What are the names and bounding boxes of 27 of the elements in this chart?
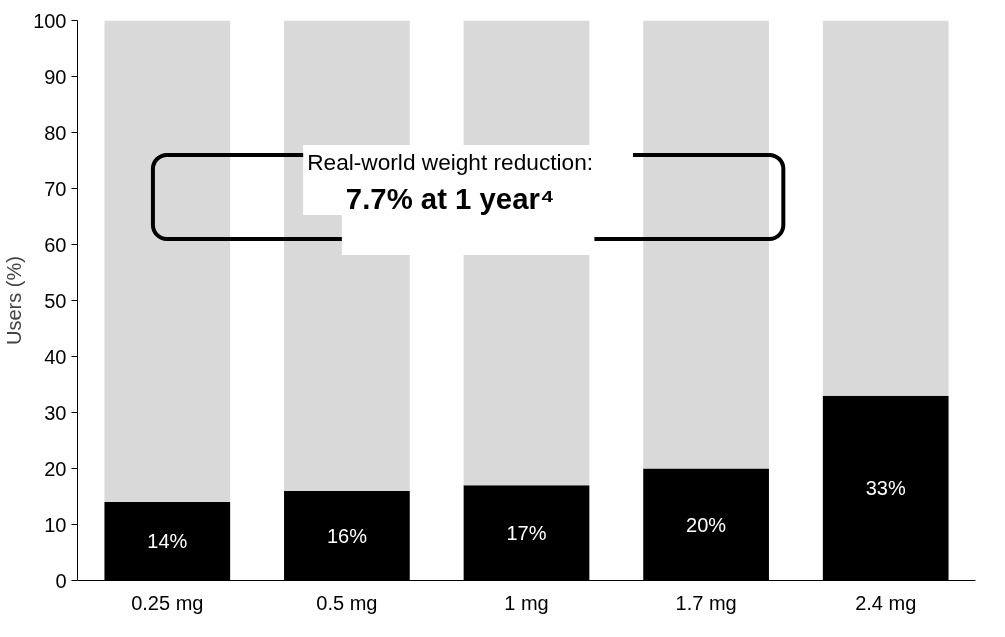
annotation: Real-world weight reduction: <box>307 149 594 176</box>
y-tick-label: 0 <box>55 569 67 592</box>
y-tick-label: 100 <box>33 9 67 32</box>
data-label: 16% <box>326 524 368 547</box>
bar <box>643 20 769 469</box>
data-label: 17% <box>506 521 547 544</box>
data-label: 20% <box>686 513 727 536</box>
y-tick-label: 30 <box>44 401 67 424</box>
bar <box>822 20 949 396</box>
data-label: 33% <box>865 477 906 500</box>
y-axis-title: Users (%) <box>3 256 26 345</box>
x-tick-label: 0.5 mg <box>316 591 378 614</box>
y-tick-label: 50 <box>44 289 67 312</box>
y-tick-label: 20 <box>44 457 67 480</box>
y-tick-label: 80 <box>44 121 67 144</box>
y-tick-label: 40 <box>44 345 67 368</box>
x-tick-label: 2.4 mg <box>855 591 917 614</box>
x-tick-label: 0.25 mg <box>131 591 204 614</box>
data-label: 14% <box>147 530 188 553</box>
x-tick-label: 1 mg <box>504 591 549 614</box>
y-tick-label: 60 <box>44 233 67 256</box>
x-tick-label: 1.7 mg <box>675 591 737 614</box>
y-tick-label: 10 <box>44 513 67 536</box>
y-tick-label: 90 <box>44 65 67 88</box>
y-tick-label: 70 <box>44 177 67 200</box>
annotation: 7.7% at 1 year⁴ <box>345 182 555 215</box>
bar <box>104 20 231 503</box>
